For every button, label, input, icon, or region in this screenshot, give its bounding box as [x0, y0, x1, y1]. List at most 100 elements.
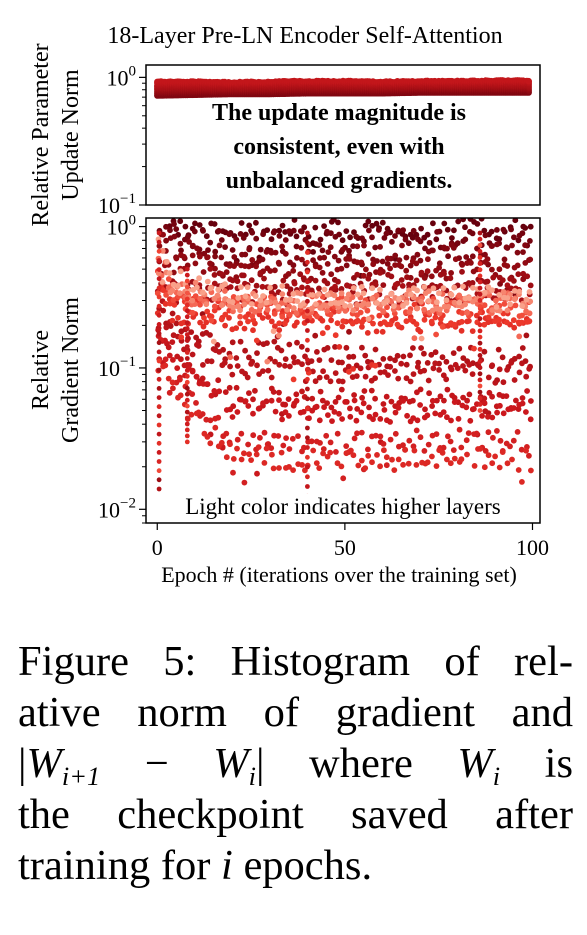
bottom-data-point — [360, 400, 367, 407]
bottom-data-point — [305, 318, 310, 324]
bottom-data-point — [165, 344, 172, 351]
bottom-data-point — [436, 260, 443, 267]
bottom-data-point — [477, 230, 483, 236]
bottom-data-point — [177, 290, 183, 297]
bottom-data-point — [460, 355, 467, 361]
bottom-data-point — [428, 318, 435, 325]
bottom-data-point — [299, 462, 305, 468]
bottom-data-point — [233, 325, 240, 331]
bottom-y-tick-label: 100 — [107, 213, 137, 240]
bottom-data-point — [370, 261, 377, 268]
bottom-data-point — [392, 315, 399, 322]
bottom-data-point — [178, 247, 184, 254]
bottom-data-point — [211, 221, 218, 227]
bottom-data-point — [246, 246, 253, 253]
bottom-data-point — [203, 319, 210, 326]
bottom-data-point — [359, 324, 365, 330]
bottom-data-point — [516, 288, 523, 295]
bottom-data-point — [193, 373, 200, 380]
bottom-data-point — [272, 323, 278, 330]
bottom-data-point — [403, 267, 410, 274]
bottom-data-point — [316, 465, 323, 471]
bottom-data-point — [494, 428, 500, 434]
bottom-data-point — [372, 362, 379, 369]
bottom-data-point — [348, 447, 354, 454]
bottom-data-point — [282, 356, 289, 362]
bottom-data-point — [227, 441, 233, 448]
caption-line-4: the checkpoint saved after — [18, 791, 573, 838]
bottom-data-point — [375, 227, 382, 233]
bottom-data-point — [414, 417, 421, 424]
bottom-data-point — [201, 314, 207, 321]
bottom-data-point — [440, 409, 447, 415]
bottom-data-point — [381, 447, 387, 454]
bottom-data-point — [267, 284, 273, 291]
bottom-data-point — [297, 228, 304, 235]
bottom-data-point — [411, 335, 418, 342]
bottom-data-point — [242, 251, 249, 258]
bottom-data-point — [436, 367, 442, 373]
bottom-data-point — [359, 344, 365, 351]
bottom-data-point — [254, 362, 260, 369]
bottom-data-point — [249, 229, 256, 236]
bottom-data-point — [184, 421, 190, 427]
bottom-data-point — [252, 293, 259, 300]
bottom-data-point — [388, 273, 395, 280]
bottom-data-point — [329, 418, 335, 424]
bottom-data-point — [301, 444, 307, 451]
bottom-data-point — [282, 297, 289, 303]
bottom-data-point — [283, 283, 290, 289]
bottom-data-point — [346, 256, 353, 262]
bottom-data-point — [218, 316, 225, 323]
bottom-data-point — [253, 337, 260, 344]
bottom-data-point — [186, 239, 193, 245]
bottom-data-point — [474, 221, 481, 227]
bottom-data-point — [327, 449, 334, 456]
bottom-data-point — [300, 275, 307, 281]
bottom-data-point — [305, 337, 310, 343]
bottom-data-point — [309, 407, 316, 414]
bottom-data-point — [283, 435, 289, 441]
bottom-data-point — [402, 446, 409, 453]
bottom-data-point — [421, 367, 428, 374]
bottom-data-point — [229, 277, 236, 284]
bottom-data-point — [477, 365, 483, 371]
bottom-data-point — [523, 447, 529, 454]
bottom-data-point — [233, 236, 240, 243]
bottom-data-point — [389, 456, 395, 463]
bottom-data-point — [196, 222, 203, 228]
bottom-data-point — [346, 247, 352, 254]
bottom-data-point — [477, 334, 483, 340]
bottom-data-point — [221, 359, 228, 366]
bottom-data-point — [155, 270, 162, 277]
bottom-data-point — [192, 279, 199, 286]
bottom-data-point — [297, 290, 304, 297]
bottom-data-point — [417, 238, 424, 245]
bottom-data-point — [477, 261, 483, 266]
bottom-data-point — [463, 254, 470, 260]
bottom-data-point — [265, 314, 272, 320]
bottom-data-point — [279, 416, 285, 423]
bottom-data-point — [325, 412, 331, 418]
bottom-data-point — [276, 397, 282, 403]
bottom-data-point — [207, 440, 214, 447]
bottom-data-point — [433, 236, 440, 243]
bottom-data-point — [270, 465, 277, 472]
bottom-data-point — [211, 272, 218, 278]
bottom-data-point — [510, 317, 517, 324]
bottom-data-point — [305, 454, 310, 460]
bottom-data-point — [305, 406, 310, 411]
bottom-data-point — [290, 467, 296, 473]
bottom-data-point — [392, 262, 398, 268]
bottom-data-point — [339, 237, 346, 244]
bottom-data-point — [189, 309, 196, 316]
bottom-data-point — [312, 332, 319, 339]
bottom-data-point — [246, 222, 253, 229]
top-axes-frame — [145, 64, 541, 206]
bottom-data-point — [156, 376, 162, 382]
bottom-data-point — [477, 236, 483, 242]
bottom-data-point — [275, 433, 282, 439]
bottom-data-point — [354, 291, 361, 298]
bottom-data-point — [327, 311, 334, 318]
bottom-data-point — [156, 340, 162, 346]
